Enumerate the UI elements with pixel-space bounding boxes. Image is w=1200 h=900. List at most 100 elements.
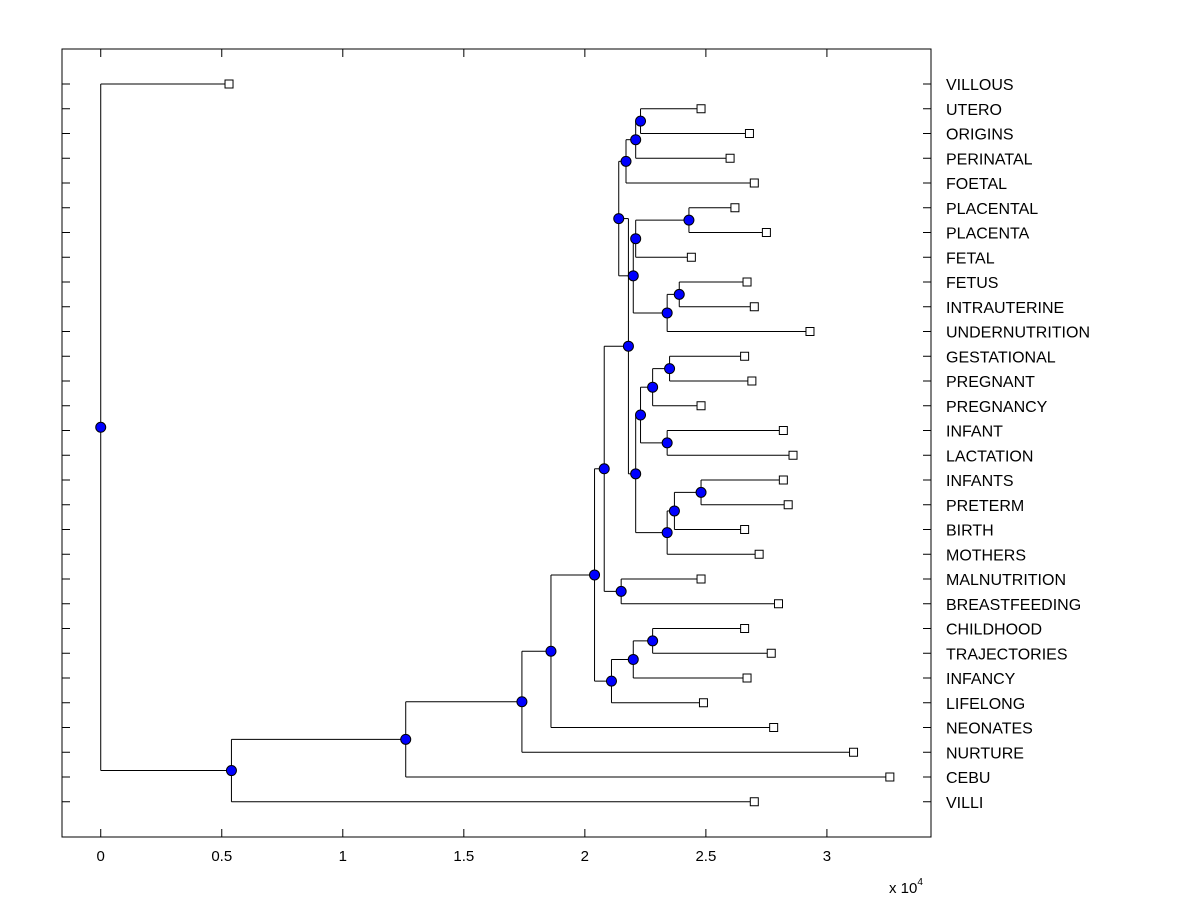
x-multiplier-base: x 10	[889, 880, 917, 897]
leaf-marker	[740, 525, 750, 534]
leaf-label: INTRAUTERINE	[946, 300, 1064, 317]
leaf-marker	[224, 79, 234, 89]
leaf-label: PREGNANCY	[946, 399, 1048, 416]
leaf-label: TRAJECTORIES	[946, 646, 1068, 663]
leaf-label: PLACENTAL	[946, 201, 1038, 218]
x-tick-labels: 0 0.5 1 1.5 2 2.5 3	[97, 848, 832, 865]
leaf-marker	[774, 599, 784, 609]
leaf-marker	[725, 153, 735, 163]
merge-node	[620, 155, 632, 167]
plot-frame	[61, 48, 932, 838]
leaf-marker	[778, 426, 788, 435]
merge-node	[627, 653, 639, 665]
merge-node	[627, 270, 639, 282]
leaf-marker	[696, 104, 706, 114]
leaf-label: CEBU	[946, 770, 990, 787]
merge-node	[400, 733, 412, 745]
leaf-marker	[696, 574, 706, 584]
merge-node	[605, 675, 617, 687]
merge-node	[664, 363, 676, 375]
leaf-label: PLACENTA	[946, 226, 1030, 243]
merge-node	[695, 486, 707, 498]
merge-node	[673, 288, 685, 300]
x-multiplier-label: x 104	[889, 877, 923, 897]
leaf-label: PERINATAL	[946, 151, 1033, 168]
merge-node	[622, 340, 634, 352]
merge-nodes	[95, 115, 707, 777]
merge-node	[647, 381, 659, 393]
leaf-marker	[778, 475, 788, 485]
leaf-marker	[761, 228, 771, 237]
leaf-markers	[224, 79, 895, 807]
merge-node	[615, 585, 627, 597]
leaf-label: UTERO	[946, 102, 1002, 119]
merge-node	[630, 134, 642, 146]
leaf-label: INFANT	[946, 424, 1003, 441]
leaf-marker	[749, 302, 759, 312]
merge-node	[635, 115, 647, 127]
leaf-marker	[744, 129, 754, 138]
leaf-label: INFANTS	[946, 473, 1014, 490]
leaf-label: GESTATIONAL	[946, 349, 1056, 366]
leaf-labels: VILLOUS UTERO ORIGINS PERINATAL FOETAL PLACEN…	[946, 77, 1090, 812]
leaf-label: LIFELONG	[946, 696, 1025, 713]
x-tick-label: 1	[339, 848, 347, 865]
leaf-marker	[754, 549, 764, 559]
merge-node	[661, 307, 673, 319]
merge-node	[225, 765, 237, 777]
leaf-marker	[783, 500, 793, 510]
leaf-label: FOETAL	[946, 176, 1007, 193]
merge-node	[661, 437, 673, 449]
merge-node	[516, 696, 528, 708]
leaf-label: FETUS	[946, 275, 998, 292]
leaf-marker	[769, 723, 779, 732]
leaf-marker	[747, 376, 757, 386]
leaf-marker	[698, 698, 708, 708]
x-tick-label: 0.5	[211, 848, 232, 865]
x-tick-label: 1.5	[453, 848, 474, 865]
leaf-marker	[885, 772, 895, 782]
leaf-label: NEONATES	[946, 721, 1033, 738]
leaf-marker	[696, 401, 706, 411]
leaf-marker	[805, 327, 815, 336]
leaf-label: LACTATION	[946, 448, 1033, 465]
leaf-label: NURTURE	[946, 745, 1024, 762]
leaf-label: VILLOUS	[946, 77, 1014, 94]
leaf-label: MOTHERS	[946, 547, 1026, 564]
leaf-label: BIRTH	[946, 523, 994, 540]
leaf-marker	[849, 747, 859, 757]
leaf-label: PREGNANT	[946, 374, 1035, 391]
leaf-label: PRETERM	[946, 498, 1024, 515]
merge-node	[661, 527, 673, 539]
leaf-marker	[766, 648, 776, 658]
merge-node	[630, 468, 642, 480]
merge-node	[647, 635, 659, 647]
leaf-marker	[740, 624, 750, 633]
leaf-label: ORIGINS	[946, 127, 1014, 144]
x-tick-label: 3	[823, 848, 831, 865]
leaf-marker	[686, 252, 696, 262]
leaf-marker	[740, 351, 750, 361]
x-tick-label: 0	[97, 848, 105, 865]
leaf-label: UNDERNUTRITION	[946, 325, 1090, 342]
merge-node	[95, 421, 107, 433]
merge-node	[589, 569, 601, 581]
leaf-marker	[788, 450, 798, 460]
leaf-label: CHILDHOOD	[946, 622, 1042, 639]
leaf-label: MALNUTRITION	[946, 572, 1066, 589]
x-tick-label: 2	[581, 848, 589, 865]
axis-ticks	[62, 49, 931, 837]
merge-node	[598, 463, 610, 475]
leaf-marker	[730, 203, 740, 213]
leaf-label: VILLI	[946, 795, 983, 812]
merge-node	[635, 409, 647, 421]
x-tick-label: 2.5	[695, 848, 716, 865]
leaf-label: BREASTFEEDING	[946, 597, 1081, 614]
merge-node	[613, 213, 625, 225]
merge-node	[668, 505, 680, 517]
merge-node	[545, 645, 557, 657]
leaf-marker	[749, 178, 759, 188]
leaf-marker	[742, 277, 752, 287]
leaf-label: INFANCY	[946, 671, 1016, 688]
